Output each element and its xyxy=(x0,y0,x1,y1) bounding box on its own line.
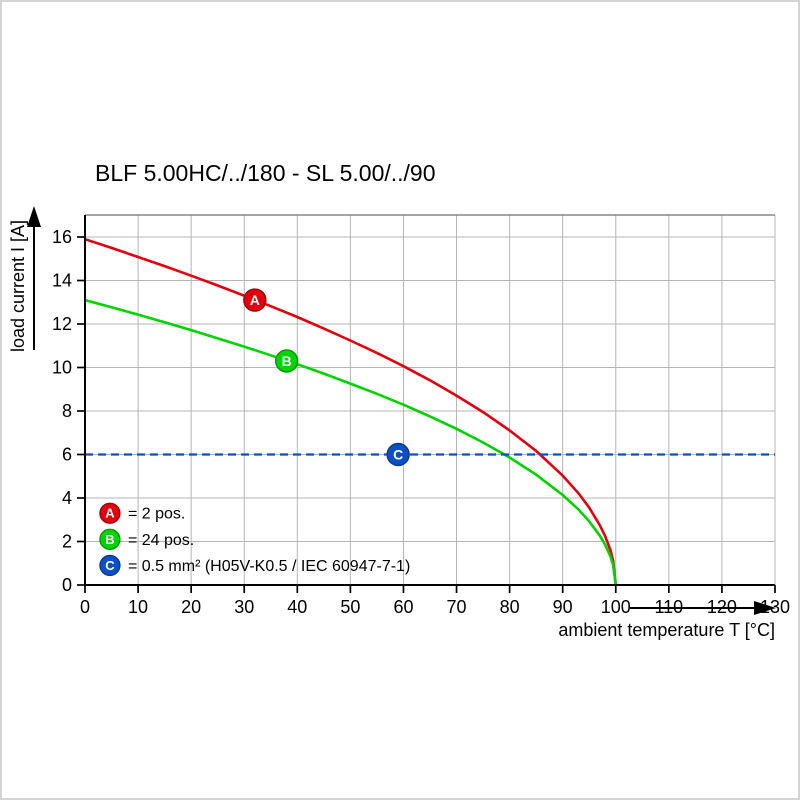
legend-letter-B: B xyxy=(105,532,114,547)
y-tick-label: 14 xyxy=(52,271,72,291)
legend-label-C: = 0.5 mm² (H05V-K0.5 / IEC 60947-7-1) xyxy=(128,558,410,575)
legend-marker-C xyxy=(99,554,121,577)
y-tick-label: 16 xyxy=(52,227,72,247)
marker-letter-C: C xyxy=(393,447,403,463)
x-tick-label: 20 xyxy=(181,597,201,617)
x-tick-label: 130 xyxy=(760,597,790,617)
y-tick-label: 12 xyxy=(52,314,72,334)
legend-letter-A: A xyxy=(105,506,115,521)
x-axis-title: ambient temperature T [°C] xyxy=(558,620,775,640)
marker-letter-A: A xyxy=(250,292,260,308)
series-A-curve xyxy=(84,237,618,586)
page-title: BLF 5.00HC/../180 - SL 5.00/../90 xyxy=(95,160,436,186)
y-axis-title: load current I [A] xyxy=(8,220,28,352)
series-B-curve xyxy=(84,298,618,586)
legend-label-B: = 24 pos. xyxy=(128,532,194,549)
legend-letter-C: C xyxy=(105,558,115,573)
y-axis-arrow-head xyxy=(27,206,41,227)
x-tick-label: 60 xyxy=(393,597,413,617)
x-tick-label: 70 xyxy=(447,597,467,617)
marker-A xyxy=(243,288,267,312)
y-tick-label: 0 xyxy=(62,575,72,595)
x-tick-label: 90 xyxy=(553,597,573,617)
y-tick-label: 6 xyxy=(62,445,72,465)
x-tick-label: 50 xyxy=(340,597,360,617)
legend-label-A: = 2 pos. xyxy=(128,506,185,523)
x-tick-label: 30 xyxy=(234,597,254,617)
legend-marker-A xyxy=(99,502,121,524)
y-tick-label: 10 xyxy=(52,358,72,378)
marker-B xyxy=(274,349,299,373)
y-tick-label: 2 xyxy=(62,532,72,552)
marker-C xyxy=(386,442,410,467)
y-tick-label: 4 xyxy=(62,488,72,508)
x-tick-label: 0 xyxy=(80,597,90,617)
x-tick-label: 40 xyxy=(287,597,307,617)
x-tick-label: 10 xyxy=(128,597,148,617)
marker-letter-B: B xyxy=(282,353,292,369)
legend-marker-B xyxy=(99,528,121,550)
x-tick-label: 100 xyxy=(601,597,631,617)
x-tick-label: 80 xyxy=(500,597,520,617)
x-axis-arrow-head xyxy=(754,601,776,615)
y-tick-label: 8 xyxy=(62,401,72,421)
